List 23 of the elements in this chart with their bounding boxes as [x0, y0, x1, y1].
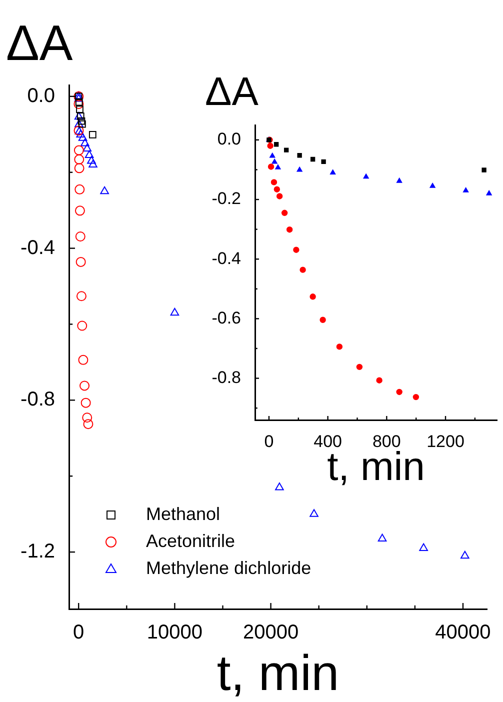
y-axis-title: ΔA — [205, 70, 259, 114]
y-tick-label: 0.0 — [27, 84, 55, 107]
y-tick-label: 0.0 — [217, 130, 241, 149]
y-tick-label: -0.2 — [212, 189, 241, 208]
y-tick-label: -1.2 — [20, 540, 55, 563]
x-tick-label: 10000 — [146, 622, 203, 644]
x-axis-title: t, min — [216, 645, 340, 701]
y-tick-label: -0.8 — [20, 388, 55, 411]
y-tick-label: -0.4 — [20, 236, 55, 259]
y-tick-label: -0.4 — [212, 248, 241, 268]
x-tick-label: 0 — [264, 432, 274, 451]
y-axis-title: ΔA — [6, 15, 74, 71]
legend-label: Acetonitrile — [146, 530, 236, 551]
y-tick-label: -0.8 — [212, 368, 241, 387]
x-tick-label: 0 — [73, 622, 84, 644]
y-tick-label: -0.6 — [212, 308, 241, 328]
x-tick-label: 800 — [372, 432, 401, 451]
x-tick-label: 1200 — [426, 432, 464, 451]
legend-label: Methylene dichloride — [146, 558, 312, 578]
legend-label: Methanol — [146, 504, 220, 524]
x-tick-label: 400 — [314, 432, 342, 451]
x-tick-label: 20000 — [242, 622, 299, 644]
x-tick-label: 40000 — [435, 622, 491, 644]
